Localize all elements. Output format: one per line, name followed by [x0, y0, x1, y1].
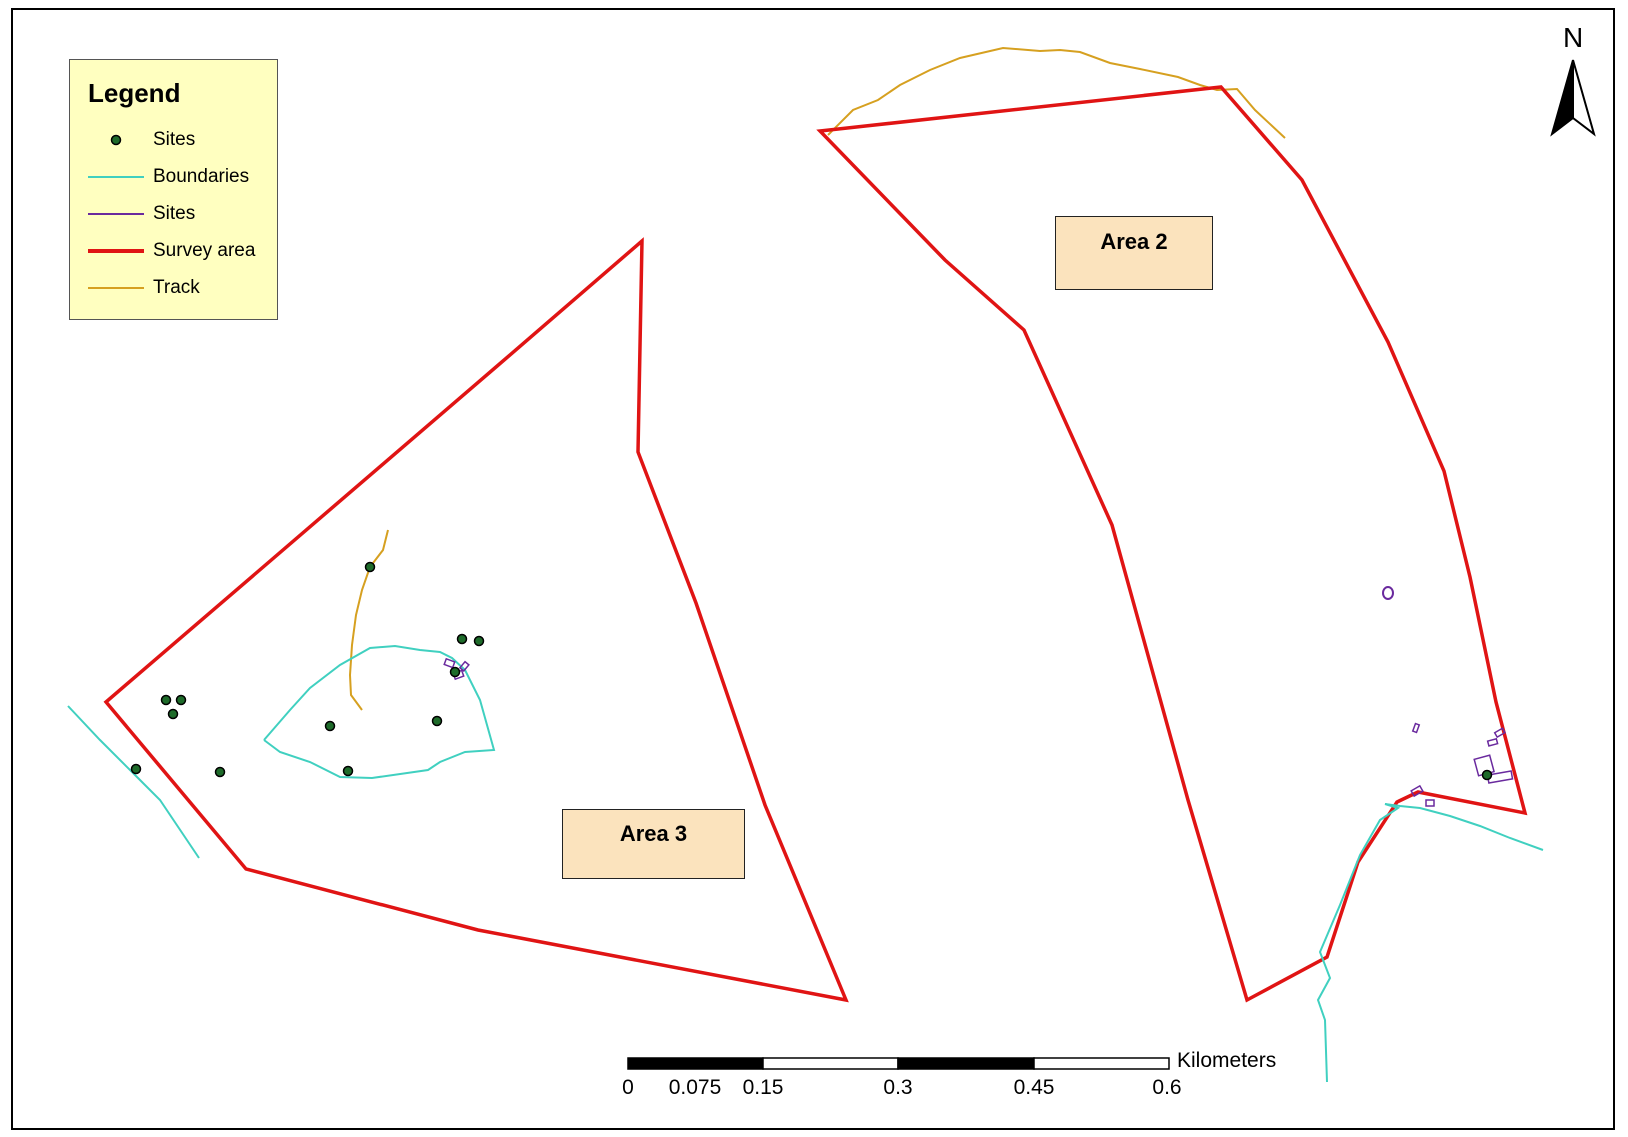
site-polygon — [1382, 586, 1394, 600]
legend-item-sites-point: Sites — [70, 125, 277, 155]
site-point — [167, 708, 179, 720]
scale-unit-label: Kilometers — [1177, 1049, 1277, 1072]
site-point — [160, 694, 172, 706]
legend-label: Boundaries — [153, 166, 250, 187]
site-polygon — [1410, 784, 1424, 798]
scale-bar — [627, 1057, 1170, 1070]
survey-area-2 — [816, 85, 1528, 1003]
north-arrow-letter: N — [1563, 22, 1584, 53]
boundary-line-west — [67, 705, 200, 859]
scale-tick-label: 0.45 — [1013, 1076, 1055, 1099]
legend-panel: Legend Sites Boundaries Sites Survey are… — [69, 59, 278, 320]
site-point — [130, 763, 142, 775]
site-polygon — [1411, 722, 1421, 734]
area-2-label: Area 2 — [1055, 216, 1213, 290]
site-point — [342, 765, 354, 777]
site-points — [130, 561, 1493, 781]
legend-item-survey-area: Survey area — [70, 236, 277, 266]
boundary-line-southeast — [1316, 803, 1544, 1083]
legend-label: Track — [153, 277, 200, 298]
survey-area-line-icon — [88, 249, 144, 253]
legend-title: Legend — [88, 78, 181, 108]
scale-tick-label: 0.3 — [883, 1076, 913, 1099]
site-point — [364, 561, 376, 573]
site-point — [324, 720, 336, 732]
legend-label: Sites — [153, 203, 196, 224]
site-point — [175, 694, 187, 706]
boundary-line-icon — [88, 176, 144, 178]
north-arrow-icon — [1550, 59, 1596, 137]
site-polygon — [458, 660, 470, 673]
legend-item-sites-line: Sites — [70, 199, 277, 229]
scale-segment — [897, 1057, 1035, 1070]
site-polygon — [1486, 737, 1499, 747]
track-line-north — [827, 46, 1286, 139]
survey-area-3 — [103, 237, 849, 1003]
scale-segment — [762, 1057, 899, 1070]
site-point — [214, 766, 226, 778]
site-point — [456, 633, 468, 645]
legend-label: Sites — [153, 129, 196, 150]
scale-segment — [1033, 1057, 1170, 1070]
track-line-icon — [88, 287, 144, 289]
site-point — [473, 635, 485, 647]
area-3-label: Area 3 — [562, 809, 745, 879]
site-point — [449, 666, 461, 678]
scale-tick-label: 0.15 — [742, 1076, 784, 1099]
site-point — [431, 715, 443, 727]
scale-tick-label: 0.6 — [1152, 1076, 1182, 1099]
site-polygon — [1493, 727, 1506, 739]
legend-label: Survey area — [153, 240, 256, 261]
site-polygon — [1425, 799, 1435, 807]
scale-tick-label: 0.075 — [668, 1076, 722, 1099]
legend-item-boundaries: Boundaries — [70, 162, 277, 192]
site-point — [1481, 769, 1493, 781]
scale-segment — [627, 1057, 764, 1070]
map-frame — [11, 8, 1615, 1130]
site-polygon — [443, 657, 456, 669]
scale-tick-label: 0 — [622, 1076, 634, 1099]
track-line-area3 — [348, 529, 389, 711]
legend-item-track: Track — [70, 273, 277, 303]
site-line-icon — [88, 213, 144, 215]
site-point-icon — [110, 134, 122, 146]
boundary-loop-area3 — [263, 644, 496, 780]
